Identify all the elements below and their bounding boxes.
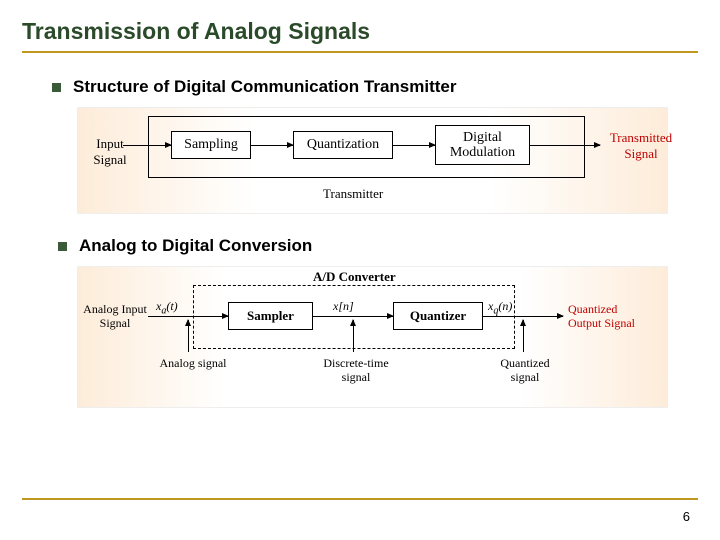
- tx-output-label: TransmittedSignal: [596, 130, 686, 162]
- tx-arrow-2: [251, 145, 293, 146]
- bullet-2: Analog to Digital Conversion: [58, 236, 698, 256]
- adc-xq: xq(n): [488, 300, 512, 317]
- adc-vlabel-1: Analog signal: [153, 357, 233, 371]
- tx-arrow-1: [123, 145, 171, 146]
- adc-varrow-2: [353, 320, 354, 352]
- adc-xa: xa(t): [156, 300, 178, 317]
- tx-box-quantization: Quantization: [293, 131, 393, 159]
- page-number: 6: [683, 509, 690, 524]
- tx-caption: Transmitter: [323, 186, 383, 202]
- tx-box-sampling: Sampling: [171, 131, 251, 159]
- adc-output-label: QuantizedOutput Signal: [568, 303, 663, 331]
- adc-box-sampler: Sampler: [228, 302, 313, 330]
- adc-title: A/D Converter: [313, 269, 396, 285]
- adc-vlabel-2: Discrete-timesignal: [316, 357, 396, 385]
- adc-varrow-1: [188, 320, 189, 352]
- tx-box-modulation: DigitalModulation: [435, 125, 530, 165]
- transmitter-diagram: InputSignal Sampling Quantization Digita…: [77, 107, 668, 214]
- footer-divider: [22, 498, 698, 500]
- slide-title: Transmission of Analog Signals: [22, 18, 698, 53]
- tx-arrow-4: [530, 145, 600, 146]
- tx-arrow-3: [393, 145, 435, 146]
- bullet-2-text: Analog to Digital Conversion: [79, 236, 312, 256]
- adc-input-label: Analog InputSignal: [80, 303, 150, 331]
- adc-varrow-3: [523, 320, 524, 352]
- bullet-icon: [52, 83, 61, 92]
- tx-input-label: InputSignal: [80, 136, 140, 168]
- adc-xn: x[n]: [333, 300, 354, 314]
- adc-diagram: A/D Converter Analog InputSignal xa(t) S…: [77, 266, 668, 408]
- bullet-1: Structure of Digital Communication Trans…: [52, 77, 698, 97]
- bullet-icon: [58, 242, 67, 251]
- adc-vlabel-3: Quantizedsignal: [490, 357, 560, 385]
- adc-arrow-2: [313, 316, 393, 317]
- adc-box-quantizer: Quantizer: [393, 302, 483, 330]
- bullet-1-text: Structure of Digital Communication Trans…: [73, 77, 457, 97]
